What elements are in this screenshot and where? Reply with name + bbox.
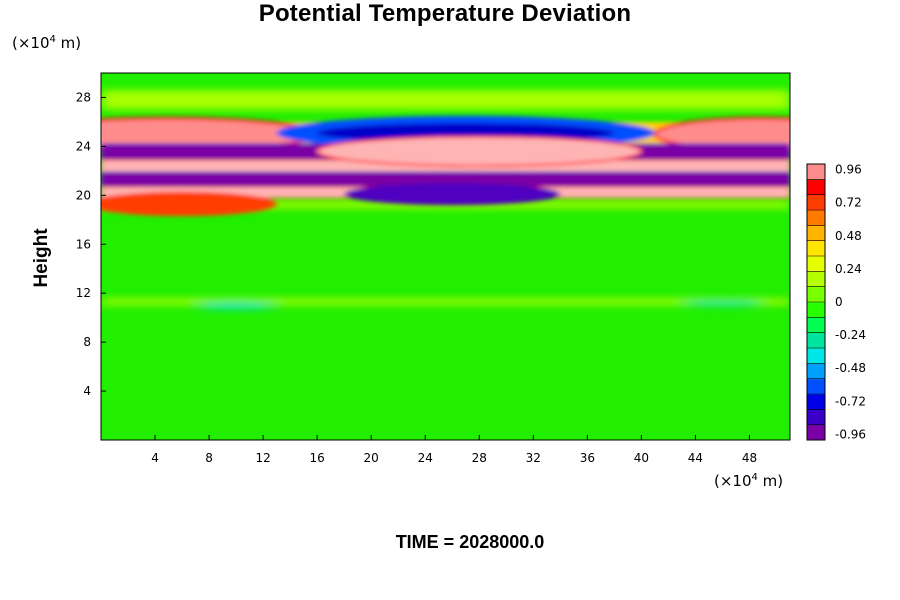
colorbar-label: -0.96 xyxy=(835,427,866,441)
colorbar-swatch xyxy=(807,164,825,180)
colorbar-label: -0.48 xyxy=(835,361,866,375)
y-tick-label: 8 xyxy=(83,335,91,349)
y-tick-label: 20 xyxy=(76,188,91,202)
colorbar-label: 0.96 xyxy=(835,163,862,177)
x-tick-label: 4 xyxy=(151,451,159,465)
x-tick-label: 24 xyxy=(418,451,433,465)
x-tick-label: 32 xyxy=(526,451,541,465)
x-tick-label: 36 xyxy=(580,451,595,465)
colorbar-swatch xyxy=(807,363,825,380)
warm-patch-lower xyxy=(101,191,277,217)
y-tick-label: 28 xyxy=(76,90,91,104)
x-tick-label: 40 xyxy=(634,451,649,465)
colorbar-swatch xyxy=(807,348,825,364)
x-tick-label: 8 xyxy=(205,451,213,465)
colorbar-swatch xyxy=(807,210,825,226)
colorbar-swatch xyxy=(807,256,825,272)
colorbar-label: 0.24 xyxy=(835,262,862,276)
colorbar-frame xyxy=(806,163,826,441)
colorbar-label: 0 xyxy=(835,295,843,309)
cold-lens-lower xyxy=(344,183,561,206)
x-unit-label: (×104 m) xyxy=(714,472,784,490)
warm-lens-center xyxy=(316,135,643,167)
colorbar-swatch xyxy=(807,317,825,334)
colorbar-label: -0.72 xyxy=(835,394,866,408)
colorbar-swatch xyxy=(807,332,825,349)
x-tick-label: 44 xyxy=(688,451,703,465)
colorbar-label: 0.48 xyxy=(835,229,862,243)
x-tick-label: 12 xyxy=(255,451,270,465)
colorbar-swatch xyxy=(807,225,825,242)
colorbar-swatch xyxy=(807,409,825,426)
x-axis: 4 8 12 16 20 24 28 32 36 40 44 48 xyxy=(151,435,757,465)
colorbar-label: -0.24 xyxy=(835,328,866,342)
y-tick-label: 12 xyxy=(76,286,91,300)
y-unit-label: (×104 m) xyxy=(12,34,82,52)
ripple-cold-patch-2 xyxy=(681,299,763,306)
upper-haze xyxy=(101,90,790,110)
heatmap-field xyxy=(101,73,790,440)
colorbar-swatch xyxy=(807,378,825,395)
x-tick-label: 20 xyxy=(364,451,379,465)
colorbar-swatch xyxy=(807,394,825,410)
colorbar-swatch xyxy=(807,424,825,441)
y-tick-label: 16 xyxy=(76,237,91,251)
x-tick-label: 28 xyxy=(472,451,487,465)
plot-frame xyxy=(100,72,791,441)
colorbar-swatch xyxy=(807,302,825,318)
x-tick-label: 48 xyxy=(742,451,757,465)
y-tick-label: 4 xyxy=(83,384,91,398)
y-axis: 4 8 12 16 20 24 28 xyxy=(76,90,106,398)
time-label: TIME = 2028000.0 xyxy=(395,532,545,552)
colorbar: 0.96 0.72 0.48 0.24 0 -0.24 -0.48 -0.72 -0.96 xyxy=(806,163,866,441)
x-tick-label: 16 xyxy=(310,451,325,465)
colorbar-swatch xyxy=(807,194,825,211)
colorbar-swatch xyxy=(807,286,825,303)
colorbar-label: 0.72 xyxy=(835,196,862,210)
chart-title: Potential Temperature Deviation xyxy=(258,0,632,27)
colorbar-swatch xyxy=(807,179,825,196)
colorbar-swatch xyxy=(807,271,825,288)
colorbar-swatch xyxy=(807,240,825,257)
y-tick-label: 24 xyxy=(76,139,91,153)
ripple-band xyxy=(101,298,790,306)
ripple-cold-patch xyxy=(195,301,277,310)
